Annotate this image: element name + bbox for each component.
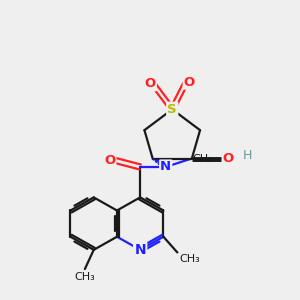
Text: CH₃: CH₃: [74, 272, 95, 282]
Text: CH₃: CH₃: [192, 154, 213, 164]
Text: O: O: [145, 77, 156, 90]
Text: O: O: [184, 76, 195, 88]
Text: O: O: [223, 152, 234, 166]
Text: N: N: [134, 243, 146, 257]
Text: CH₃: CH₃: [179, 254, 200, 264]
Text: O: O: [104, 154, 116, 167]
Text: N: N: [160, 160, 171, 173]
Text: H: H: [242, 149, 252, 162]
Text: S: S: [167, 103, 177, 116]
